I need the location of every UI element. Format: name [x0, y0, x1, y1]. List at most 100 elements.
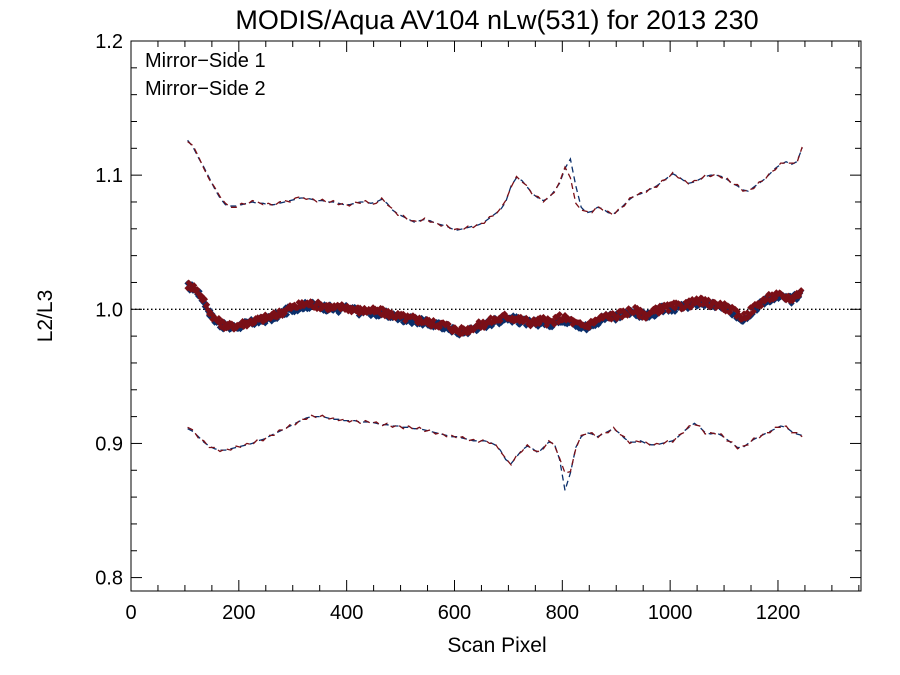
- x-tick-label: 1200: [756, 602, 801, 624]
- series-2-point: [608, 316, 615, 323]
- series-2-point: [630, 309, 638, 316]
- series-2-point: [681, 304, 688, 311]
- x-tick-label: 800: [546, 602, 579, 624]
- series-1-point: [788, 300, 795, 307]
- series-2-point: [708, 301, 715, 309]
- y-tick-label: 1.1: [95, 165, 123, 187]
- series-2-point: [590, 320, 598, 327]
- y-tick-label: 0.8: [95, 568, 123, 590]
- series-2-point: [635, 310, 642, 318]
- series-2-point: [544, 315, 551, 322]
- series-2-point: [556, 311, 563, 318]
- y-axis-label: L2/L3: [34, 290, 57, 343]
- series-2-point: [543, 322, 550, 329]
- series-2-point: [665, 307, 672, 315]
- series-2-point: [207, 308, 214, 316]
- series-2-point: [568, 315, 575, 323]
- series-2-point: [750, 308, 757, 315]
- series-2-point: [734, 308, 741, 315]
- series-2-point: [228, 320, 236, 327]
- series-2-point: [705, 296, 712, 304]
- series-2-point: [641, 310, 649, 317]
- series-2-point: [194, 286, 201, 293]
- x-tick-label: 400: [330, 602, 363, 624]
- series-2-point: [430, 316, 437, 324]
- x-axis-label: Scan Pixel: [447, 634, 546, 657]
- series-2-point: [656, 302, 664, 310]
- series-2-point: [785, 292, 792, 300]
- series-2-point: [650, 305, 657, 313]
- series-1-point: [597, 318, 604, 326]
- series-2-point: [199, 297, 206, 304]
- chart-title: MODIS/Aqua AV104 nLw(531) for 2013 230: [235, 5, 758, 35]
- x-tick-label: 600: [438, 602, 471, 624]
- series-2-point: [763, 295, 770, 303]
- series-2-point: [308, 298, 315, 306]
- series-2-point: [721, 300, 728, 307]
- y-tick-label: 1.0: [95, 299, 123, 321]
- series-2-point: [668, 300, 675, 308]
- series-2-point: [436, 324, 444, 331]
- legend: Mirror−Side 1 Mirror−Side 2: [145, 50, 266, 100]
- series-2-lower-line: [187, 414, 803, 474]
- series-2-point: [760, 295, 767, 303]
- series-1-upper-line: [187, 139, 803, 231]
- series-2-points: [184, 279, 805, 338]
- series-1-point: [667, 304, 674, 312]
- x-tick-label: 1000: [648, 602, 693, 624]
- y-tick-label: 0.9: [95, 433, 123, 455]
- series-2-point: [726, 309, 734, 316]
- plot-area: [131, 139, 861, 491]
- series-2-point: [203, 301, 211, 308]
- axes: 0 200 400 600 800 1000 1200 0.8 0.9 1.0 1.1 1.2: [95, 31, 861, 624]
- x-tick-label: 0: [125, 602, 136, 624]
- series-2-point: [604, 312, 612, 319]
- series-2-point: [654, 306, 661, 313]
- series-2-point: [744, 309, 751, 316]
- plot-frame: [130, 40, 862, 592]
- series-2-point: [711, 299, 719, 306]
- y-tick-label: 1.2: [95, 31, 123, 53]
- series-2-point: [243, 323, 251, 330]
- series-1-point: [694, 302, 701, 310]
- series-2-point: [475, 318, 482, 325]
- series-2-point: [624, 312, 631, 319]
- series-2-point: [524, 316, 531, 324]
- series-2-point: [634, 304, 641, 312]
- series-2-point: [718, 301, 725, 308]
- series-2-point: [613, 315, 620, 323]
- x-tick-label: 200: [222, 602, 255, 624]
- series-2-point: [201, 296, 209, 303]
- series-1-point: [577, 325, 585, 333]
- series-2-point: [621, 308, 628, 316]
- series-2-point: [704, 301, 711, 309]
- legend-entry-mirror-side-1: Mirror−Side 1: [145, 50, 266, 72]
- series-2-point: [748, 310, 755, 317]
- series-2-point: [614, 313, 622, 320]
- series-1-lower-line: [187, 415, 803, 491]
- series-2-point: [724, 302, 732, 309]
- series-2-point: [671, 304, 679, 312]
- series-2-point: [541, 315, 548, 322]
- series-2-point: [561, 312, 569, 319]
- series-2-point: [527, 322, 534, 330]
- series-2-point: [638, 308, 645, 316]
- series-2-upper-line: [187, 141, 803, 231]
- series-2-point: [538, 317, 545, 324]
- series-2-point: [687, 303, 695, 311]
- legend-entry-mirror-side-2: Mirror−Side 2: [145, 78, 266, 100]
- series-1-point: [563, 320, 571, 328]
- series-2-point: [554, 313, 561, 320]
- series-1-point: [671, 308, 679, 315]
- series-2-point: [551, 321, 558, 328]
- series-2-point: [576, 319, 584, 326]
- series-2-point: [740, 310, 748, 317]
- series-2-point: [497, 317, 504, 325]
- series-1-point: [534, 323, 542, 330]
- series-2-point: [184, 284, 191, 292]
- series-2-point: [797, 287, 805, 294]
- series-2-point: [796, 289, 804, 297]
- series-2-point: [770, 291, 778, 298]
- series-2-point: [651, 308, 658, 315]
